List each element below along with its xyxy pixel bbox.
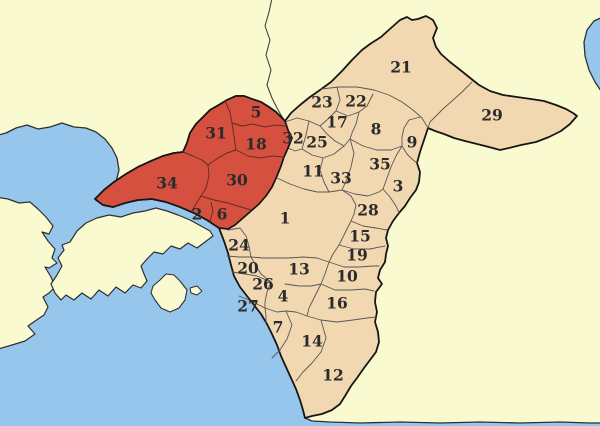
municipal-border	[287, 145, 345, 159]
municipal-border	[226, 255, 252, 258]
municipal-border	[264, 281, 272, 309]
municipality-label-19: 19	[346, 246, 368, 265]
west-athens-outline	[94, 95, 293, 230]
municipal-border	[320, 261, 330, 285]
municipality-label-13: 13	[288, 260, 310, 279]
municipality-label-29: 29	[481, 106, 503, 125]
municipality-label-28: 28	[357, 201, 379, 220]
municipal-border	[274, 256, 330, 263]
municipality-label-35: 35	[369, 155, 391, 174]
municipal-border	[264, 307, 287, 313]
municipality-label-34: 34	[156, 174, 178, 193]
municipality-label-22: 22	[345, 92, 367, 111]
municipal-border	[319, 125, 345, 147]
municipality-label-11: 11	[302, 162, 324, 181]
municipal-border	[335, 86, 341, 112]
municipality-label-24: 24	[228, 236, 250, 255]
municipal-border	[227, 227, 252, 258]
municipality-label-16: 16	[326, 294, 348, 313]
west-athens-municipal-border	[191, 195, 202, 212]
municipality-label-33: 33	[330, 169, 352, 188]
municipality-label-10: 10	[336, 267, 358, 286]
municipal-border	[250, 256, 276, 259]
municipal-border	[349, 111, 360, 140]
municipal-border	[401, 116, 421, 147]
municipal-border	[338, 244, 386, 250]
municipal-border	[306, 315, 377, 323]
west-athens-highlight-layer	[94, 95, 293, 230]
west-athens-municipal-border	[224, 100, 233, 124]
municipality-label-1: 1	[280, 209, 291, 228]
municipal-border	[350, 220, 388, 231]
municipal-border	[320, 283, 375, 292]
municipality-label-12: 12	[322, 366, 344, 385]
salamina-island	[50, 207, 214, 301]
municipality-label-26: 26	[252, 275, 274, 294]
west-coast-landmass	[0, 197, 58, 350]
municipality-label-8: 8	[371, 120, 382, 139]
municipal-border	[301, 120, 310, 150]
municipal-border	[341, 189, 357, 222]
west-athens-municipal-border	[231, 122, 237, 151]
municipal-border	[276, 177, 343, 193]
west-athens-municipal-border	[209, 201, 214, 222]
municipality-label-9: 9	[407, 133, 418, 152]
west-athens-municipal-border	[235, 149, 285, 159]
islet	[150, 273, 188, 313]
municipal-border	[295, 319, 327, 382]
municipal-border	[320, 86, 429, 129]
west-athens-municipal-border	[182, 151, 209, 166]
municipal-border	[284, 110, 337, 127]
municipal-border	[238, 295, 266, 309]
municipality-label-25: 25	[306, 133, 328, 152]
municipal-border	[401, 145, 418, 164]
municipal-border	[250, 256, 272, 283]
municipal-border	[284, 283, 322, 287]
label-layer: 1234567891011121314151617181920212223242…	[156, 58, 503, 385]
municipal-border	[271, 310, 293, 359]
municipality-label-15: 15	[349, 227, 371, 246]
municipal-border	[319, 157, 330, 193]
municipal-border	[382, 145, 403, 190]
municipal-border	[285, 310, 308, 317]
municipal-border	[349, 138, 403, 151]
municipal-border	[341, 138, 355, 191]
municipality-label-30: 30	[226, 171, 248, 190]
municipal-border	[341, 188, 384, 197]
municipal-border	[231, 271, 272, 283]
municipality-label-6: 6	[217, 205, 228, 224]
west-athens-municipal-border	[207, 149, 237, 166]
municipal-border	[343, 138, 351, 147]
municipal-border	[382, 188, 400, 214]
northeast-gulf-sea	[583, 17, 600, 91]
municipality-label-14: 14	[301, 332, 323, 351]
regional-boundary-layer	[264, 0, 286, 122]
municipality-label-21: 21	[390, 58, 412, 77]
municipal-border	[427, 81, 473, 129]
municipality-label-3: 3	[393, 177, 404, 196]
island-layer	[0, 197, 214, 350]
municipality-label-17: 17	[326, 113, 348, 132]
municipal-border	[306, 283, 322, 317]
west-athens-municipal-border	[200, 164, 210, 197]
municipality-label-4: 4	[278, 287, 289, 306]
municipality-label-18: 18	[245, 135, 267, 154]
municipality-label-31: 31	[205, 124, 227, 143]
municipal-border	[328, 261, 380, 268]
municipality-label-7: 7	[273, 318, 284, 337]
municipality-label-27: 27	[237, 297, 259, 316]
municipality-label-20: 20	[237, 259, 259, 278]
municipality-label-2: 2	[192, 205, 203, 224]
municipal-border	[264, 307, 267, 324]
municipality-label-5: 5	[251, 103, 262, 122]
west-athens-municipal-border	[231, 122, 287, 128]
municipality-label-32: 32	[282, 129, 304, 148]
municipality-label-23: 23	[311, 93, 333, 112]
west-athens-municipal-border	[200, 195, 252, 211]
small-islet	[189, 285, 203, 296]
regional-boundary-line	[264, 0, 286, 122]
